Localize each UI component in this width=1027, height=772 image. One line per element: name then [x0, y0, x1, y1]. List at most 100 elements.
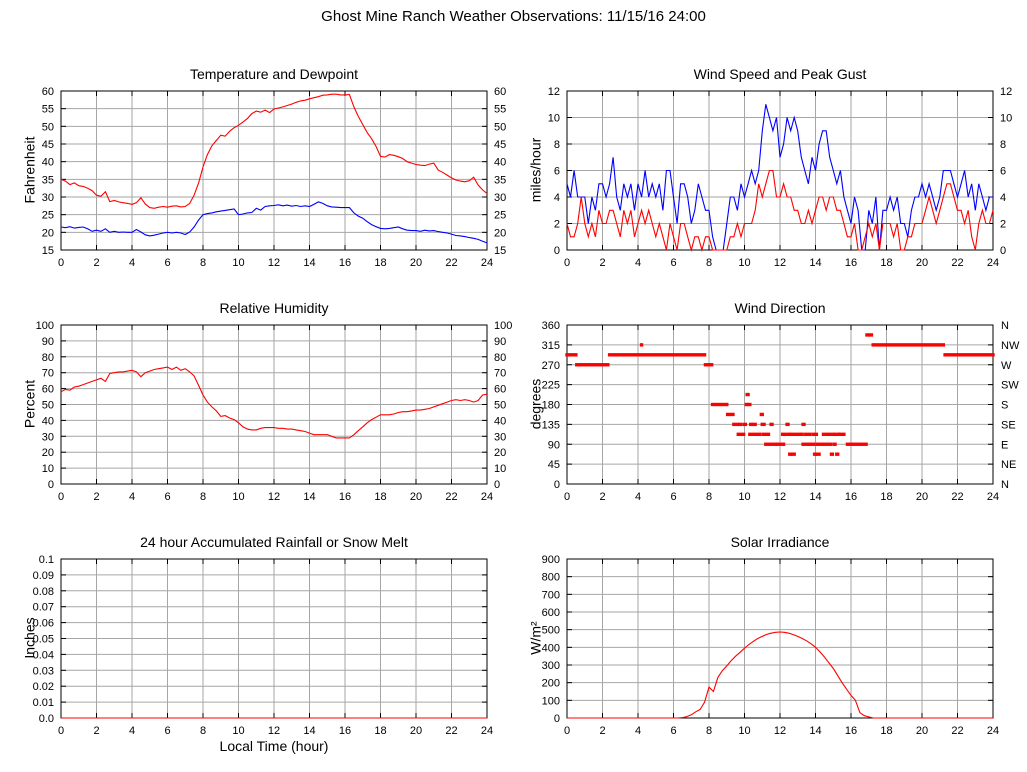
- svg-text:0: 0: [564, 725, 570, 737]
- svg-text:80: 80: [494, 352, 506, 364]
- svg-text:4: 4: [129, 491, 135, 503]
- svg-text:20: 20: [410, 491, 422, 503]
- svg-text:4: 4: [554, 192, 560, 204]
- svg-text:180: 180: [542, 400, 560, 412]
- svg-text:50: 50: [494, 400, 506, 412]
- svg-text:4: 4: [129, 725, 135, 737]
- svg-text:40: 40: [494, 415, 506, 427]
- svg-text:8: 8: [200, 491, 206, 503]
- y-axis-label-percent: Percent: [21, 379, 38, 429]
- svg-text:8: 8: [706, 725, 712, 737]
- svg-text:6: 6: [670, 491, 676, 503]
- svg-text:35: 35: [494, 174, 506, 186]
- svg-text:10: 10: [494, 463, 506, 475]
- svg-text:80: 80: [42, 352, 54, 364]
- svg-text:2: 2: [599, 725, 605, 737]
- svg-text:6: 6: [670, 257, 676, 269]
- chart-title-wind-direction: Wind Direction: [734, 300, 826, 316]
- solar-irradiance-chart: 0 2 4 6 8 10 12 14 16 18 20 22 240100200300400500600…: [542, 554, 999, 737]
- svg-text:SE: SE: [1001, 419, 1016, 431]
- svg-text:NE: NE: [1001, 459, 1016, 471]
- svg-text:6: 6: [670, 725, 676, 737]
- svg-text:30: 30: [494, 431, 506, 443]
- solar-irradiance-panel: Solar Irradiance W/m² 0 2 4 6 8 10 12 14 16 18 20 2…: [506, 528, 1027, 743]
- svg-text:14: 14: [809, 491, 821, 503]
- svg-text:60: 60: [494, 384, 506, 396]
- svg-text:8: 8: [706, 491, 712, 503]
- svg-text:10: 10: [548, 113, 560, 125]
- svg-text:30: 30: [42, 192, 54, 204]
- svg-text:24: 24: [987, 491, 999, 503]
- svg-text:100: 100: [542, 695, 560, 707]
- svg-text:0: 0: [48, 479, 54, 491]
- svg-text:0: 0: [564, 491, 570, 503]
- svg-text:0: 0: [554, 479, 560, 491]
- chart-title-temperature-dewpoint: Temperature and Dewpoint: [189, 66, 359, 82]
- svg-text:14: 14: [303, 725, 315, 737]
- svg-text:16: 16: [845, 257, 857, 269]
- svg-text:14: 14: [303, 257, 315, 269]
- svg-text:900: 900: [542, 554, 560, 566]
- svg-text:12: 12: [774, 257, 786, 269]
- svg-text:315: 315: [542, 340, 560, 352]
- svg-text:12: 12: [268, 257, 280, 269]
- svg-text:S: S: [1001, 400, 1008, 412]
- svg-text:2: 2: [554, 219, 560, 231]
- svg-text:N: N: [1001, 479, 1009, 491]
- svg-text:2: 2: [93, 257, 99, 269]
- svg-text:10: 10: [232, 257, 244, 269]
- svg-text:0: 0: [564, 257, 570, 269]
- svg-text:10: 10: [738, 491, 750, 503]
- rainfall-panel: 24 hour Accumulated Rainfall or Snow Mel…: [0, 528, 532, 768]
- svg-text:16: 16: [339, 491, 351, 503]
- svg-text:24: 24: [987, 257, 999, 269]
- svg-text:2: 2: [599, 257, 605, 269]
- svg-text:2: 2: [93, 725, 99, 737]
- svg-text:10: 10: [1000, 113, 1012, 125]
- y-axis-label-miles-per-hour: miles/hour: [527, 137, 544, 203]
- svg-text:16: 16: [845, 491, 857, 503]
- chart-title-rainfall: 24 hour Accumulated Rainfall or Snow Mel…: [140, 534, 408, 550]
- svg-text:16: 16: [339, 725, 351, 737]
- svg-text:60: 60: [42, 86, 54, 98]
- svg-text:8: 8: [1000, 139, 1006, 151]
- svg-text:50: 50: [494, 121, 506, 133]
- svg-text:55: 55: [42, 104, 54, 116]
- svg-text:40: 40: [42, 157, 54, 169]
- relative-humidity-panel: Relative Humidity Percent 0 2 4 6 8 10 12 14 16 1…: [0, 294, 532, 509]
- svg-text:0.1: 0.1: [39, 554, 54, 566]
- y-axis-label-fahrenheit: Fahrenheit: [21, 136, 38, 204]
- svg-text:20: 20: [410, 725, 422, 737]
- svg-text:12: 12: [1000, 86, 1012, 98]
- svg-text:14: 14: [809, 257, 821, 269]
- svg-text:14: 14: [809, 725, 821, 737]
- svg-text:24: 24: [481, 491, 493, 503]
- svg-text:12: 12: [268, 491, 280, 503]
- svg-text:225: 225: [542, 380, 560, 392]
- svg-text:12: 12: [548, 86, 560, 98]
- svg-text:20: 20: [410, 257, 422, 269]
- svg-text:18: 18: [880, 725, 892, 737]
- svg-text:55: 55: [494, 104, 506, 116]
- svg-text:20: 20: [42, 227, 54, 239]
- svg-text:25: 25: [494, 210, 506, 222]
- svg-text:200: 200: [542, 678, 560, 690]
- svg-text:22: 22: [951, 725, 963, 737]
- svg-text:0: 0: [58, 491, 64, 503]
- svg-text:20: 20: [916, 725, 928, 737]
- svg-text:SW: SW: [1001, 380, 1019, 392]
- svg-text:50: 50: [42, 400, 54, 412]
- svg-text:2: 2: [1000, 219, 1006, 231]
- svg-text:24: 24: [481, 257, 493, 269]
- svg-text:0.02: 0.02: [33, 681, 54, 693]
- svg-text:270: 270: [542, 360, 560, 372]
- svg-text:E: E: [1001, 439, 1008, 451]
- svg-text:100: 100: [36, 320, 54, 332]
- svg-text:12: 12: [268, 725, 280, 737]
- page-title: Ghost Mine Ranch Weather Observations: 1…: [321, 8, 706, 25]
- svg-text:8: 8: [200, 257, 206, 269]
- svg-text:135: 135: [542, 419, 560, 431]
